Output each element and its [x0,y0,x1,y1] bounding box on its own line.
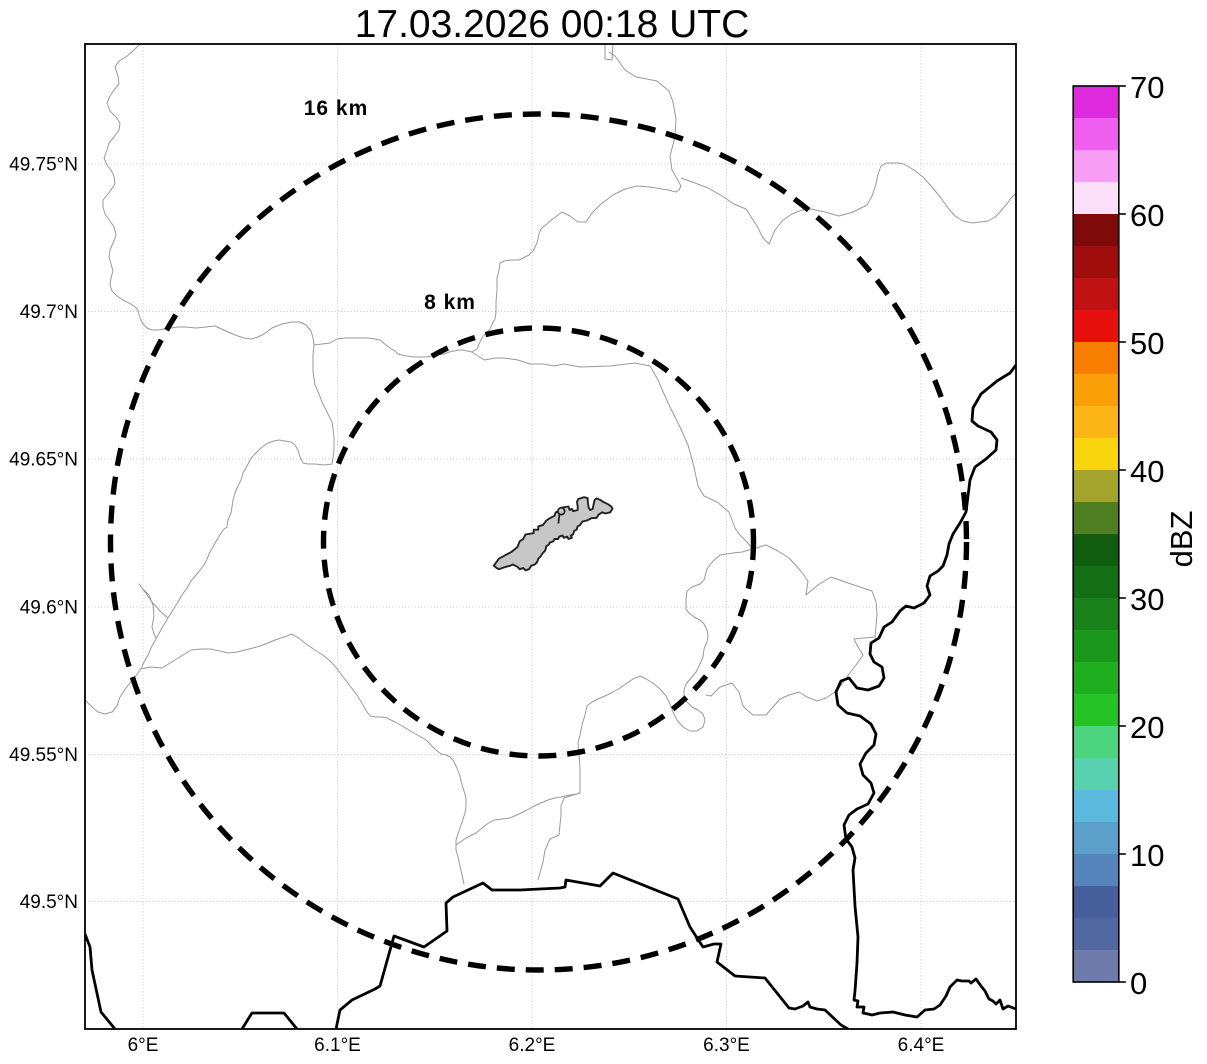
svg-text:0: 0 [1130,966,1147,1001]
svg-text:6.1°E: 6.1°E [314,1035,361,1056]
svg-text:49.5°N: 49.5°N [20,892,78,913]
svg-text:6.2°E: 6.2°E [509,1035,556,1056]
svg-text:40: 40 [1130,454,1164,489]
svg-text:60: 60 [1130,198,1164,233]
svg-text:49.55°N: 49.55°N [9,745,78,766]
svg-text:16 km: 16 km [304,97,369,120]
svg-text:6°E: 6°E [128,1035,159,1056]
svg-text:6.3°E: 6.3°E [703,1035,750,1056]
svg-text:49.6°N: 49.6°N [20,598,78,619]
svg-text:30: 30 [1130,582,1164,617]
svg-text:20: 20 [1130,710,1164,745]
svg-text:50: 50 [1130,326,1164,361]
svg-text:17.03.2026 00:18 UTC: 17.03.2026 00:18 UTC [355,3,750,46]
svg-text:49.65°N: 49.65°N [9,450,78,471]
svg-text:49.75°N: 49.75°N [9,155,78,176]
svg-text:10: 10 [1130,838,1164,873]
svg-text:8 km: 8 km [424,291,476,314]
svg-text:49.7°N: 49.7°N [20,302,78,323]
svg-text:dBZ: dBZ [1164,511,1199,568]
svg-text:70: 70 [1130,70,1164,105]
svg-text:6.4°E: 6.4°E [898,1035,945,1056]
